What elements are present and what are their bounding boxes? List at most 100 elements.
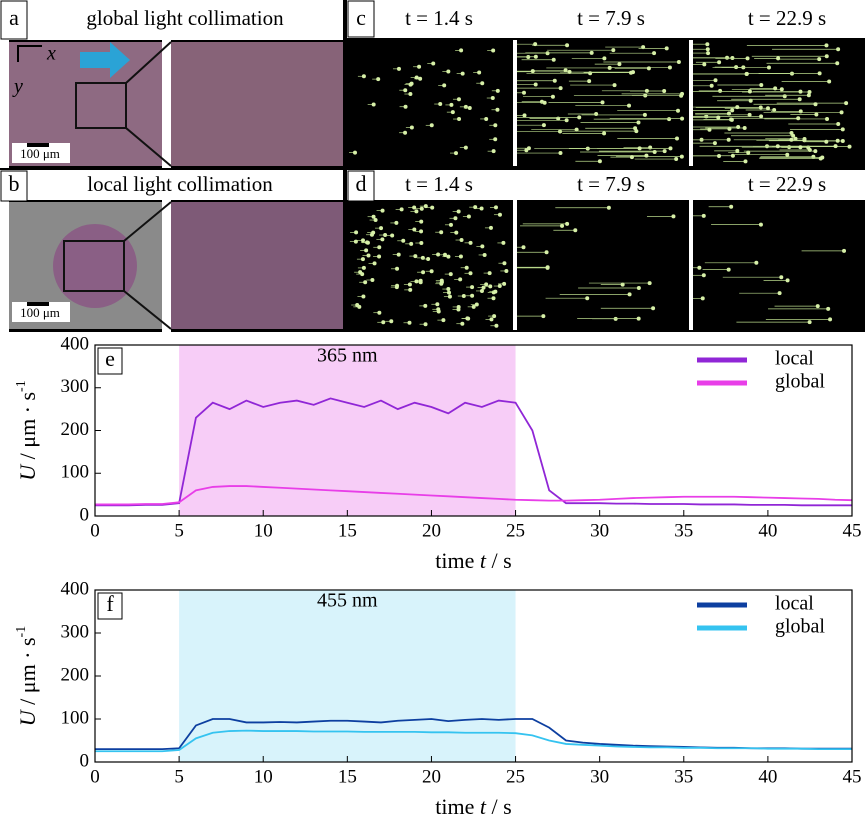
particle <box>746 150 751 155</box>
particle <box>652 150 657 155</box>
particle <box>484 282 489 287</box>
particle <box>419 206 424 211</box>
particle <box>533 42 538 47</box>
particle <box>491 149 496 154</box>
label-box <box>0 0 28 40</box>
particle <box>646 66 651 71</box>
particle <box>729 204 734 209</box>
particle <box>730 55 735 60</box>
particle <box>697 265 702 270</box>
legend-label: local <box>775 348 814 370</box>
particle <box>379 226 384 231</box>
particle <box>446 69 451 74</box>
title-strip <box>347 0 865 38</box>
particle <box>417 64 422 69</box>
panel-label: d <box>356 171 367 196</box>
text-part: -1 <box>14 626 29 638</box>
particle <box>713 78 718 83</box>
particle <box>776 56 781 61</box>
particle <box>766 65 771 70</box>
particle <box>706 51 711 56</box>
particle <box>458 277 463 282</box>
particle <box>736 124 741 129</box>
particle <box>542 100 547 105</box>
particle <box>644 88 649 93</box>
particle <box>358 270 363 275</box>
particle <box>700 296 705 301</box>
panel-label: a <box>9 5 19 30</box>
particle <box>446 287 451 292</box>
particle <box>430 205 435 210</box>
particle <box>395 266 400 271</box>
time-label: t = 7.9 s <box>577 6 645 30</box>
x-tick-label: 40 <box>758 766 777 787</box>
particle <box>652 51 657 56</box>
particle <box>637 146 642 151</box>
particle <box>541 123 546 128</box>
particle <box>429 269 434 274</box>
particle <box>712 141 717 146</box>
particle <box>600 100 605 105</box>
particle <box>765 106 770 111</box>
particle <box>390 233 395 238</box>
particle <box>494 323 499 328</box>
particle <box>644 153 649 158</box>
particle <box>431 61 436 66</box>
x-tick-label: 30 <box>590 766 609 787</box>
particle <box>563 68 568 73</box>
particle <box>705 47 710 52</box>
particle <box>522 113 527 118</box>
zoom-box <box>75 82 127 129</box>
particle <box>817 57 822 62</box>
particle <box>490 96 495 101</box>
scale-label: 100 μm <box>20 146 60 161</box>
particle <box>748 98 753 103</box>
particle <box>835 61 840 66</box>
x-tick-label: 0 <box>90 520 100 541</box>
particle <box>679 93 684 98</box>
particle <box>414 209 419 214</box>
particle <box>779 275 784 280</box>
particle <box>418 76 423 81</box>
y-tick-label: 200 <box>61 419 90 440</box>
strip <box>162 200 171 332</box>
particle <box>459 238 464 243</box>
particle <box>797 97 802 102</box>
particle <box>395 283 400 288</box>
particle <box>744 72 749 77</box>
particle <box>611 48 616 53</box>
particle <box>674 136 679 141</box>
particle <box>842 248 847 253</box>
x-tick-label: 40 <box>758 520 777 541</box>
particle <box>413 254 418 259</box>
particle <box>628 70 633 75</box>
panel-label: e <box>105 346 115 371</box>
particle <box>636 316 641 321</box>
tracking-frames <box>349 42 852 328</box>
particle <box>825 116 830 121</box>
x-tick-label: 20 <box>422 520 441 541</box>
panel-label: f <box>106 591 114 616</box>
particle <box>401 238 406 243</box>
panel-title: local light collimation <box>87 172 273 196</box>
particle <box>662 88 667 93</box>
highlight-label: 455 nm <box>317 590 378 612</box>
particle <box>442 83 447 88</box>
particle <box>364 248 369 253</box>
particle <box>429 123 434 128</box>
scale-bar <box>27 302 49 306</box>
particle <box>361 74 366 79</box>
particle <box>668 146 673 151</box>
panel-title: global light collimation <box>86 6 284 30</box>
x-tick-label: 20 <box>422 766 441 787</box>
particle <box>674 157 679 162</box>
particle <box>796 116 801 121</box>
particle <box>492 314 497 319</box>
label-box <box>347 170 375 202</box>
particle <box>606 205 611 210</box>
particle <box>785 152 790 157</box>
particle <box>789 130 794 135</box>
particle <box>381 320 386 325</box>
particle <box>651 306 656 311</box>
particle <box>403 88 408 93</box>
